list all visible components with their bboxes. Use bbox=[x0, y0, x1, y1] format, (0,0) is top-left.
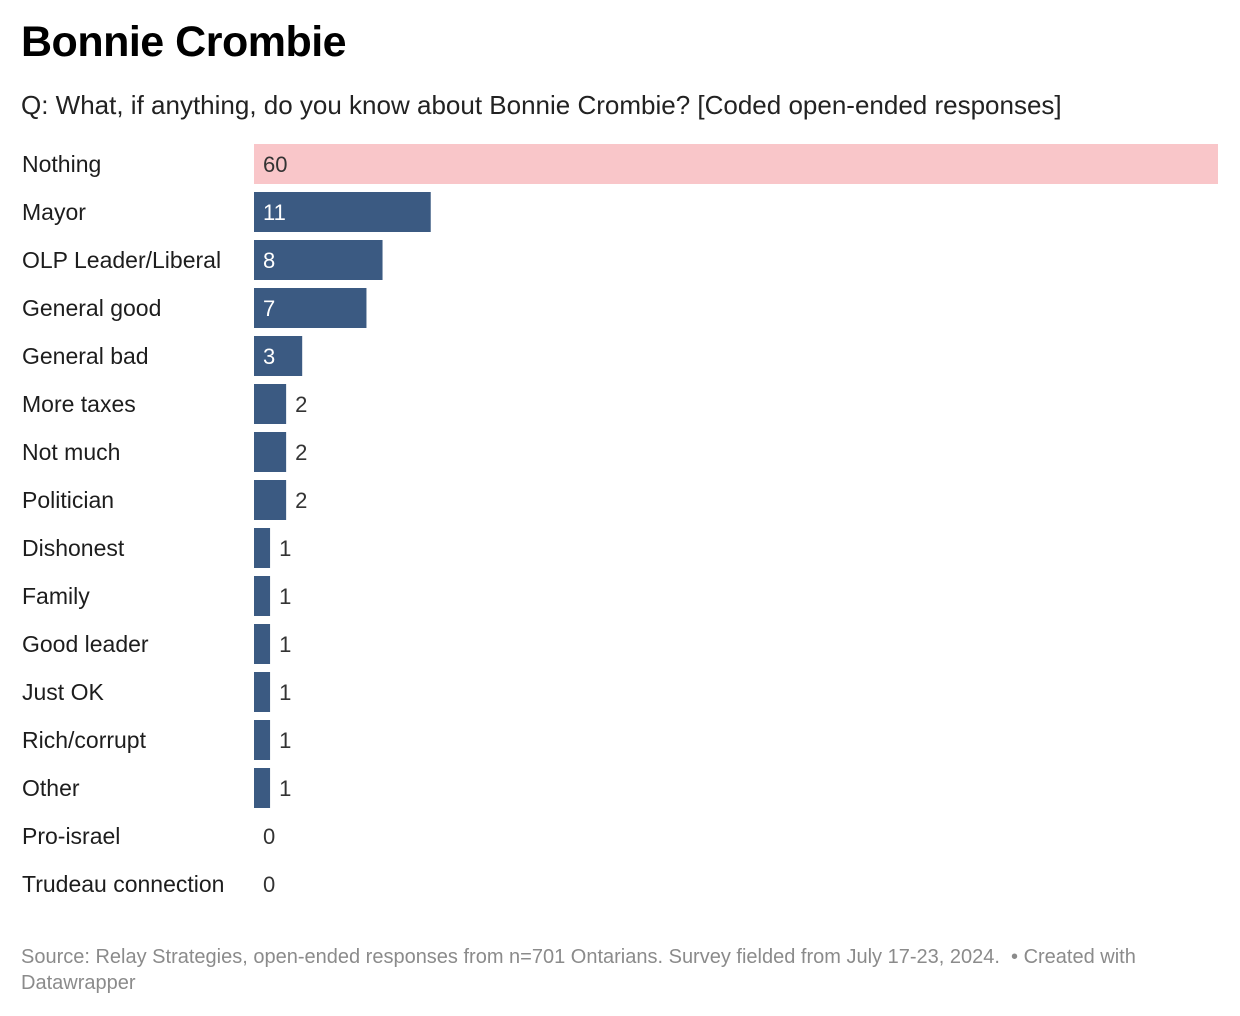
value-label: 8 bbox=[263, 248, 275, 273]
value-label: 11 bbox=[263, 200, 286, 225]
value-label: 1 bbox=[279, 632, 291, 657]
value-label: 1 bbox=[279, 728, 291, 753]
value-label: 2 bbox=[295, 392, 307, 417]
bar bbox=[254, 528, 271, 568]
bar bbox=[254, 624, 271, 664]
value-label: 2 bbox=[295, 440, 307, 465]
category-label: Nothing bbox=[22, 151, 101, 177]
bar bbox=[254, 192, 431, 232]
bar bbox=[254, 144, 1218, 184]
value-label: 7 bbox=[263, 296, 275, 321]
chart-subtitle: Q: What, if anything, do you know about … bbox=[21, 90, 1062, 120]
bar bbox=[254, 720, 271, 760]
value-label: 1 bbox=[279, 776, 291, 801]
category-label: Pro-israel bbox=[22, 823, 120, 849]
bar bbox=[254, 240, 383, 280]
category-label: Just OK bbox=[22, 679, 104, 705]
category-label: General good bbox=[22, 295, 161, 321]
value-label: 0 bbox=[263, 824, 275, 849]
bar bbox=[254, 384, 287, 424]
category-label: Politician bbox=[22, 487, 114, 513]
datawrapper-credit: • Created with Datawrapper bbox=[21, 946, 1136, 994]
category-label: Mayor bbox=[22, 199, 86, 225]
value-label: 0 bbox=[263, 872, 275, 897]
bar bbox=[254, 336, 303, 376]
bar bbox=[254, 576, 271, 616]
category-label: More taxes bbox=[22, 391, 136, 417]
chart-title: Bonnie Crombie bbox=[21, 18, 347, 66]
category-label: Family bbox=[22, 583, 90, 609]
chart-footer: Source: Relay Strategies, open-ended res… bbox=[21, 944, 1201, 996]
category-label: Dishonest bbox=[22, 535, 125, 561]
category-label: Rich/corrupt bbox=[22, 727, 147, 753]
value-label: 1 bbox=[279, 536, 291, 561]
category-label: Good leader bbox=[22, 631, 149, 657]
bar bbox=[254, 480, 287, 520]
category-label: OLP Leader/Liberal bbox=[22, 247, 221, 273]
value-label: 2 bbox=[295, 488, 307, 513]
source-note: Source: Relay Strategies, open-ended res… bbox=[21, 946, 1000, 968]
value-label: 3 bbox=[263, 344, 275, 369]
bar bbox=[254, 672, 271, 712]
value-label: 1 bbox=[279, 584, 291, 609]
bar bbox=[254, 288, 367, 328]
category-label: Not much bbox=[22, 439, 120, 465]
category-label: Trudeau connection bbox=[22, 871, 224, 897]
category-label: Other bbox=[22, 775, 80, 801]
category-label: General bad bbox=[22, 343, 149, 369]
value-label: 1 bbox=[279, 680, 291, 705]
value-label: 60 bbox=[263, 152, 287, 177]
bar bbox=[254, 432, 287, 472]
bar bbox=[254, 768, 271, 808]
